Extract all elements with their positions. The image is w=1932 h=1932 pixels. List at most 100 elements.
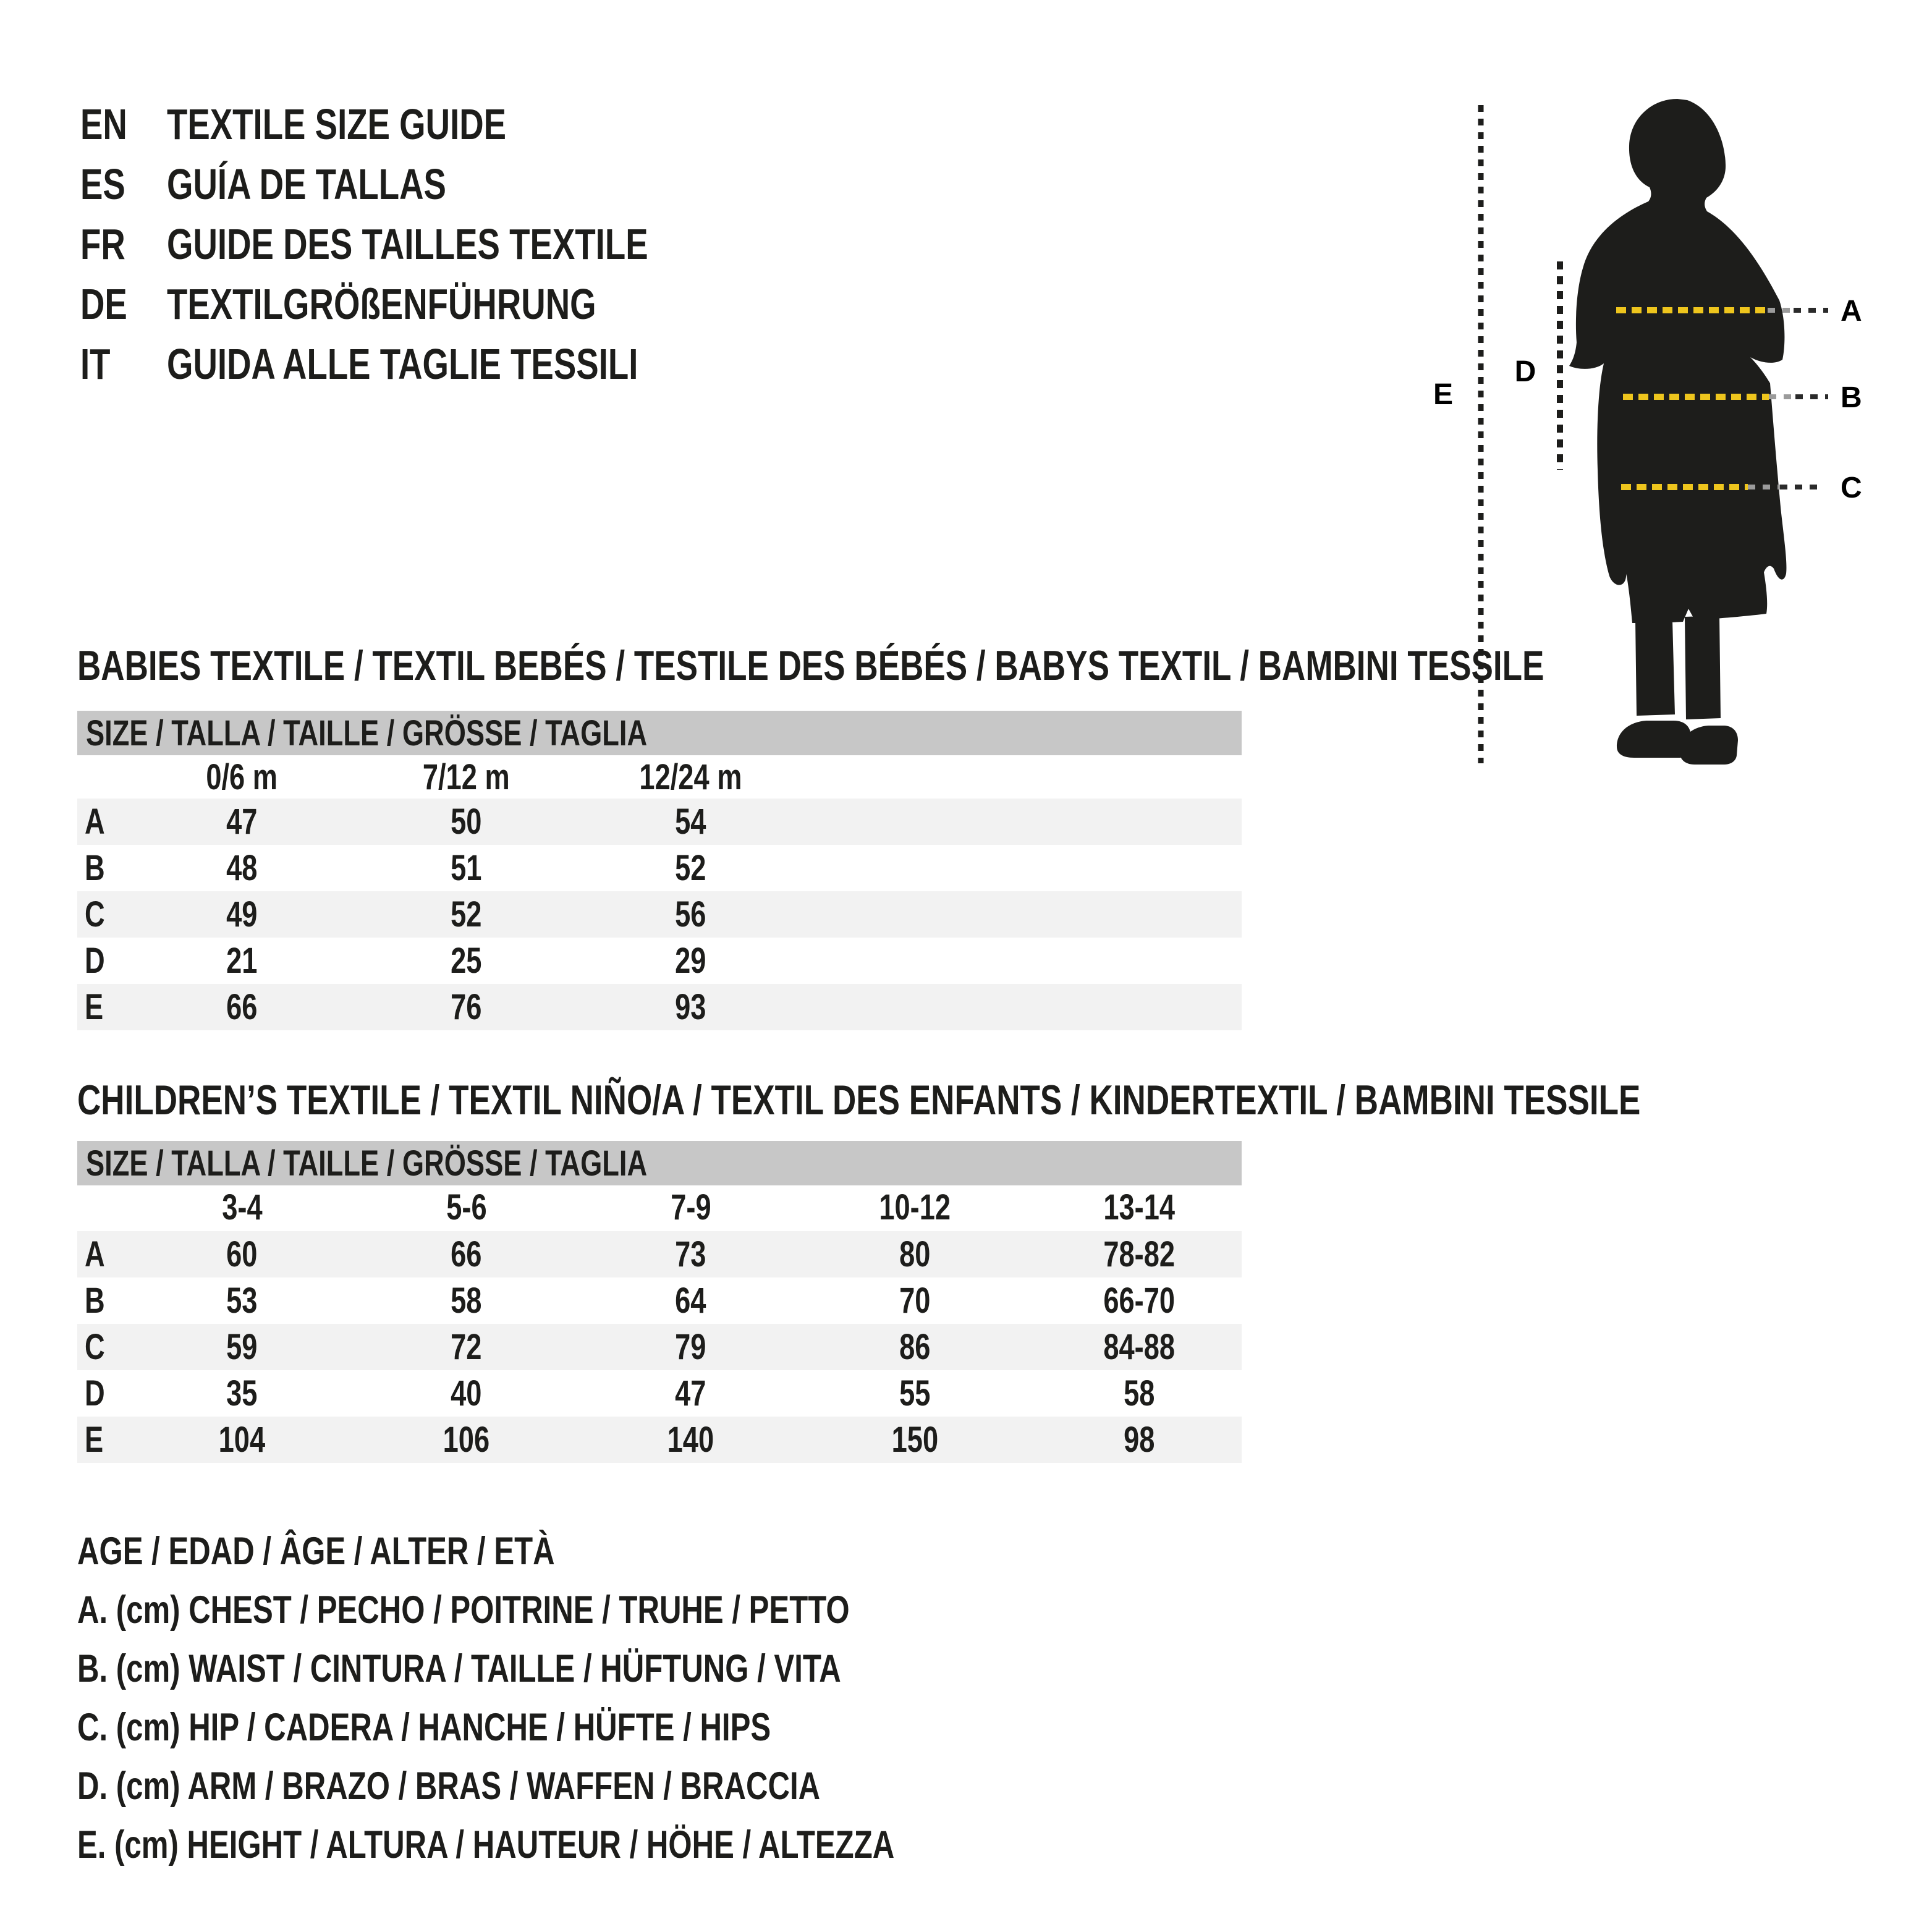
babies-col-header: 0/6 m	[206, 756, 278, 797]
language-code: DE	[80, 279, 127, 328]
table-row: E 66 76 93	[77, 984, 1242, 1030]
babies-size-header-bar: SIZE / TALLA / TAILLE / GRÖSSE / TAGLIA	[77, 711, 1242, 755]
children-column-headers: 3-4 5-6 7-9 10-12 13-14	[77, 1185, 1242, 1229]
children-col-header: 3-4	[221, 1187, 263, 1227]
cell: 60	[226, 1234, 258, 1274]
label-c: C	[1841, 472, 1862, 504]
label-d: D	[1515, 355, 1536, 388]
children-size-header-bar: SIZE / TALLA / TAILLE / GRÖSSE / TAGLIA	[77, 1141, 1242, 1185]
language-title: GUIDE DES TAILLES TEXTILE	[167, 219, 648, 268]
babies-section-title: BABIES TEXTILE / TEXTIL BEBÉS / TESTILE …	[77, 642, 1544, 689]
table-row: D 35 40 47 55 58	[77, 1370, 1242, 1417]
row-label: D	[85, 941, 105, 981]
cell: 50	[451, 802, 482, 842]
cell: 58	[1124, 1373, 1155, 1413]
language-code: EN	[80, 100, 127, 148]
measurement-legend: AGE / EDAD / ÂGE / ALTER / ETÀ A. (cm) C…	[77, 1522, 1125, 1874]
children-col-header: 7-9	[670, 1187, 711, 1227]
row-label: B	[85, 848, 105, 888]
cell: 76	[451, 987, 482, 1027]
children-col-header: 10-12	[879, 1187, 951, 1227]
label-e: E	[1433, 378, 1453, 411]
cell: 98	[1124, 1420, 1155, 1460]
cell: 66	[451, 1234, 482, 1274]
children-col-header: 5-6	[446, 1187, 487, 1227]
row-label: E	[85, 987, 104, 1027]
children-section-title: CHILDREN’S TEXTILE / TEXTIL NIÑO/A / TEX…	[77, 1077, 1641, 1124]
cell: 52	[675, 848, 706, 888]
cell: 70	[899, 1281, 931, 1321]
babies-size-header-text: SIZE / TALLA / TAILLE / GRÖSSE / TAGLIA	[86, 713, 648, 753]
cell: 40	[451, 1373, 482, 1413]
cell: 104	[218, 1420, 266, 1460]
row-label: A	[85, 802, 105, 842]
label-a: A	[1841, 295, 1862, 328]
table-row: C 59 72 79 86 84-88	[77, 1324, 1242, 1370]
children-col-header: 13-14	[1103, 1187, 1176, 1227]
table-row: A 60 66 73 80 78-82	[77, 1231, 1242, 1277]
legend-hip: C. (cm) HIP / CADERA / HANCHE / HÜFTE / …	[77, 1705, 771, 1749]
language-code: IT	[80, 339, 111, 388]
cell: 80	[899, 1234, 931, 1274]
table-row: B 48 51 52	[77, 845, 1242, 891]
babies-col-header: 7/12 m	[423, 756, 510, 797]
cell: 78-82	[1103, 1234, 1176, 1274]
row-label: E	[85, 1420, 104, 1460]
cell: 79	[675, 1327, 706, 1367]
legend-chest: A. (cm) CHEST / PECHO / POITRINE / TRUHE…	[77, 1588, 850, 1632]
children-size-header-text: SIZE / TALLA / TAILLE / GRÖSSE / TAGLIA	[86, 1143, 648, 1184]
cell: 64	[675, 1281, 706, 1321]
language-code: FR	[80, 219, 125, 268]
legend-height: E. (cm) HEIGHT / ALTURA / HAUTEUR / HÖHE…	[77, 1823, 895, 1866]
cell: 150	[891, 1420, 939, 1460]
cell: 66-70	[1103, 1281, 1176, 1321]
cell: 58	[451, 1281, 482, 1321]
table-row: A 47 50 54	[77, 799, 1242, 845]
cell: 25	[451, 941, 482, 981]
cell: 55	[899, 1373, 931, 1413]
language-row-it: IT GUIDA ALLE TAGLIE TESSILI	[80, 334, 784, 394]
cell: 48	[226, 848, 258, 888]
row-label: D	[85, 1373, 105, 1413]
cell: 51	[451, 848, 482, 888]
babies-column-headers: 0/6 m 7/12 m 12/24 m	[77, 755, 1242, 799]
cell: 52	[451, 894, 482, 934]
child-silhouette-icon	[1569, 99, 1787, 765]
label-b: B	[1841, 381, 1862, 414]
cell: 140	[667, 1420, 714, 1460]
cell: 73	[675, 1234, 706, 1274]
language-code: ES	[80, 159, 125, 208]
cell: 53	[226, 1281, 258, 1321]
language-row-es: ES GUÍA DE TALLAS	[80, 154, 784, 214]
row-label: A	[85, 1234, 105, 1274]
cell: 47	[226, 802, 258, 842]
language-list: EN TEXTILE SIZE GUIDE ES GUÍA DE TALLAS …	[80, 94, 784, 394]
babies-col-header: 12/24 m	[639, 756, 742, 797]
table-row: B 53 58 64 70 66-70	[77, 1277, 1242, 1324]
measurement-figure: A B C D E	[1433, 99, 1862, 765]
legend-arm: D. (cm) ARM / BRAZO / BRAS / WAFFEN / BR…	[77, 1764, 821, 1808]
cell: 49	[226, 894, 258, 934]
language-row-en: EN TEXTILE SIZE GUIDE	[80, 94, 784, 154]
cell: 47	[675, 1373, 706, 1413]
legend-waist: B. (cm) WAIST / CINTURA / TAILLE / HÜFTU…	[77, 1646, 841, 1690]
language-row-fr: FR GUIDE DES TAILLES TEXTILE	[80, 214, 784, 274]
legend-age: AGE / EDAD / ÂGE / ALTER / ETÀ	[77, 1529, 555, 1573]
cell: 84-88	[1103, 1327, 1176, 1367]
row-label: B	[85, 1281, 105, 1321]
cell: 35	[226, 1373, 258, 1413]
cell: 106	[443, 1420, 490, 1460]
language-title: GUÍA DE TALLAS	[167, 159, 446, 208]
cell: 56	[675, 894, 706, 934]
cell: 21	[226, 941, 258, 981]
table-row: D 21 25 29	[77, 938, 1242, 984]
language-title: GUIDA ALLE TAGLIE TESSILI	[167, 339, 638, 388]
cell: 54	[675, 802, 706, 842]
table-row: E 104 106 140 150 98	[77, 1417, 1242, 1463]
language-title: TEXTILGRÖßENFÜHRUNG	[167, 279, 596, 328]
cell: 59	[226, 1327, 258, 1367]
cell: 66	[226, 987, 258, 1027]
cell: 93	[675, 987, 706, 1027]
row-label: C	[85, 1327, 105, 1367]
